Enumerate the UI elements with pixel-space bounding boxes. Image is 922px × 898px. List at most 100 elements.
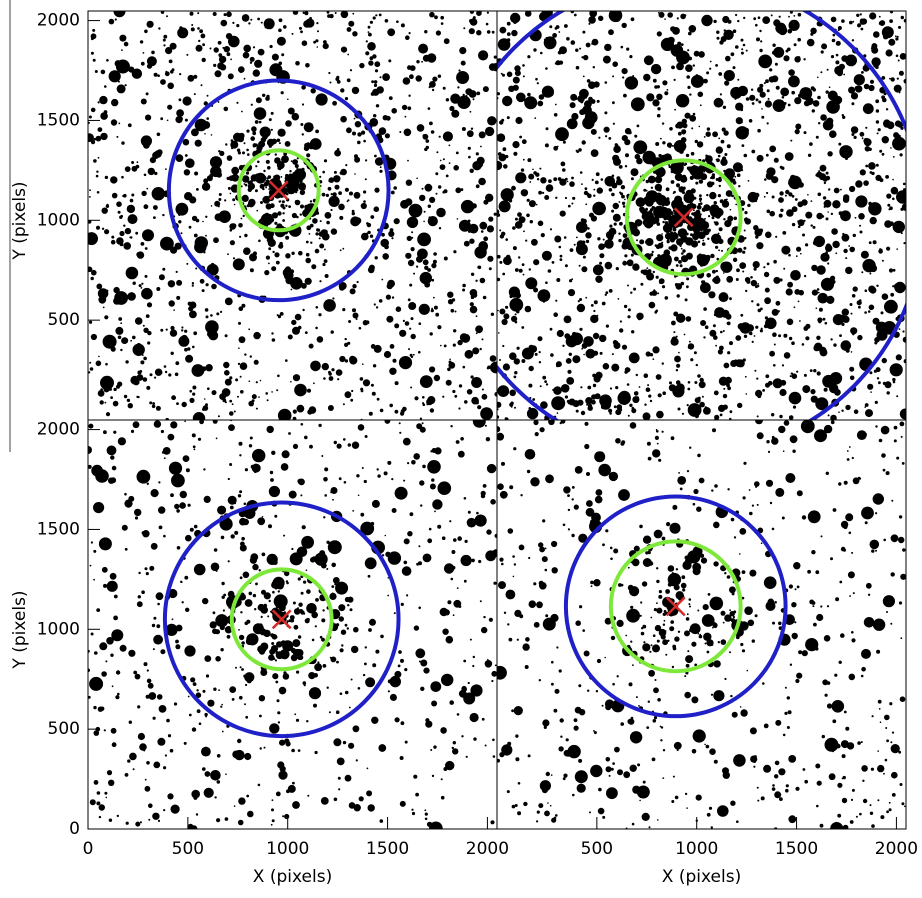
star [512, 317, 515, 320]
star [255, 189, 258, 192]
star [422, 465, 426, 469]
star [253, 556, 256, 559]
star [354, 157, 360, 163]
star [664, 642, 667, 645]
star [408, 95, 410, 97]
star [586, 43, 591, 48]
star [666, 187, 670, 191]
star [603, 239, 605, 241]
star [168, 373, 171, 376]
star [316, 228, 319, 231]
star [408, 302, 416, 310]
star [661, 242, 663, 244]
star [598, 16, 603, 21]
star [782, 96, 785, 99]
star [752, 505, 754, 507]
star [468, 682, 470, 684]
star [837, 783, 842, 788]
star [766, 154, 769, 157]
star [591, 355, 594, 358]
star [515, 172, 526, 183]
star [353, 725, 360, 732]
star [260, 747, 262, 749]
star [703, 407, 711, 415]
star [627, 315, 630, 318]
star [643, 558, 652, 567]
star [567, 181, 569, 183]
star [391, 108, 397, 114]
star [176, 296, 180, 300]
star [690, 233, 693, 236]
star [160, 372, 162, 374]
star [482, 394, 488, 400]
star [153, 635, 163, 645]
star [721, 140, 725, 144]
star [889, 808, 892, 811]
star [695, 182, 698, 185]
star [531, 239, 538, 246]
star [820, 165, 827, 172]
star [438, 481, 452, 495]
star [557, 330, 564, 337]
figure: 500100015002000Y (pixels)050010001500200… [0, 0, 922, 898]
star [799, 320, 801, 322]
star [634, 391, 639, 396]
star [885, 727, 887, 729]
star [772, 787, 776, 791]
star [456, 440, 460, 444]
star [606, 757, 611, 762]
star [333, 577, 340, 584]
star [436, 208, 446, 218]
star [495, 665, 497, 667]
star [857, 335, 862, 340]
star [434, 306, 438, 310]
star [869, 305, 875, 311]
star [740, 643, 743, 646]
star [281, 176, 283, 178]
star [546, 772, 550, 776]
star [542, 192, 544, 194]
star [302, 187, 306, 191]
star [813, 241, 818, 246]
star [605, 294, 607, 296]
star [868, 310, 871, 313]
star [289, 170, 291, 172]
star [517, 811, 521, 815]
star [384, 351, 391, 358]
star [223, 609, 225, 611]
star [613, 214, 621, 222]
star [666, 197, 669, 200]
star [475, 280, 477, 282]
star [659, 254, 672, 267]
star [617, 620, 624, 627]
star [551, 683, 554, 686]
star [515, 313, 517, 315]
star [521, 359, 525, 363]
star [328, 72, 330, 74]
star [700, 173, 707, 180]
star [765, 316, 768, 319]
star [559, 246, 562, 249]
star [688, 166, 693, 171]
star [340, 584, 342, 586]
star [411, 247, 415, 251]
star [794, 637, 796, 639]
star [124, 500, 132, 508]
star [545, 548, 547, 550]
star [839, 661, 842, 664]
star [160, 329, 163, 332]
star [612, 75, 614, 77]
star [765, 100, 772, 107]
star [213, 237, 219, 243]
star [324, 467, 328, 471]
star [105, 363, 108, 366]
star [741, 48, 743, 50]
star [761, 328, 763, 330]
star [419, 304, 430, 315]
star [451, 578, 454, 581]
star [163, 766, 166, 769]
star [240, 376, 242, 378]
star [642, 625, 646, 629]
star [712, 428, 716, 432]
star [416, 266, 418, 268]
